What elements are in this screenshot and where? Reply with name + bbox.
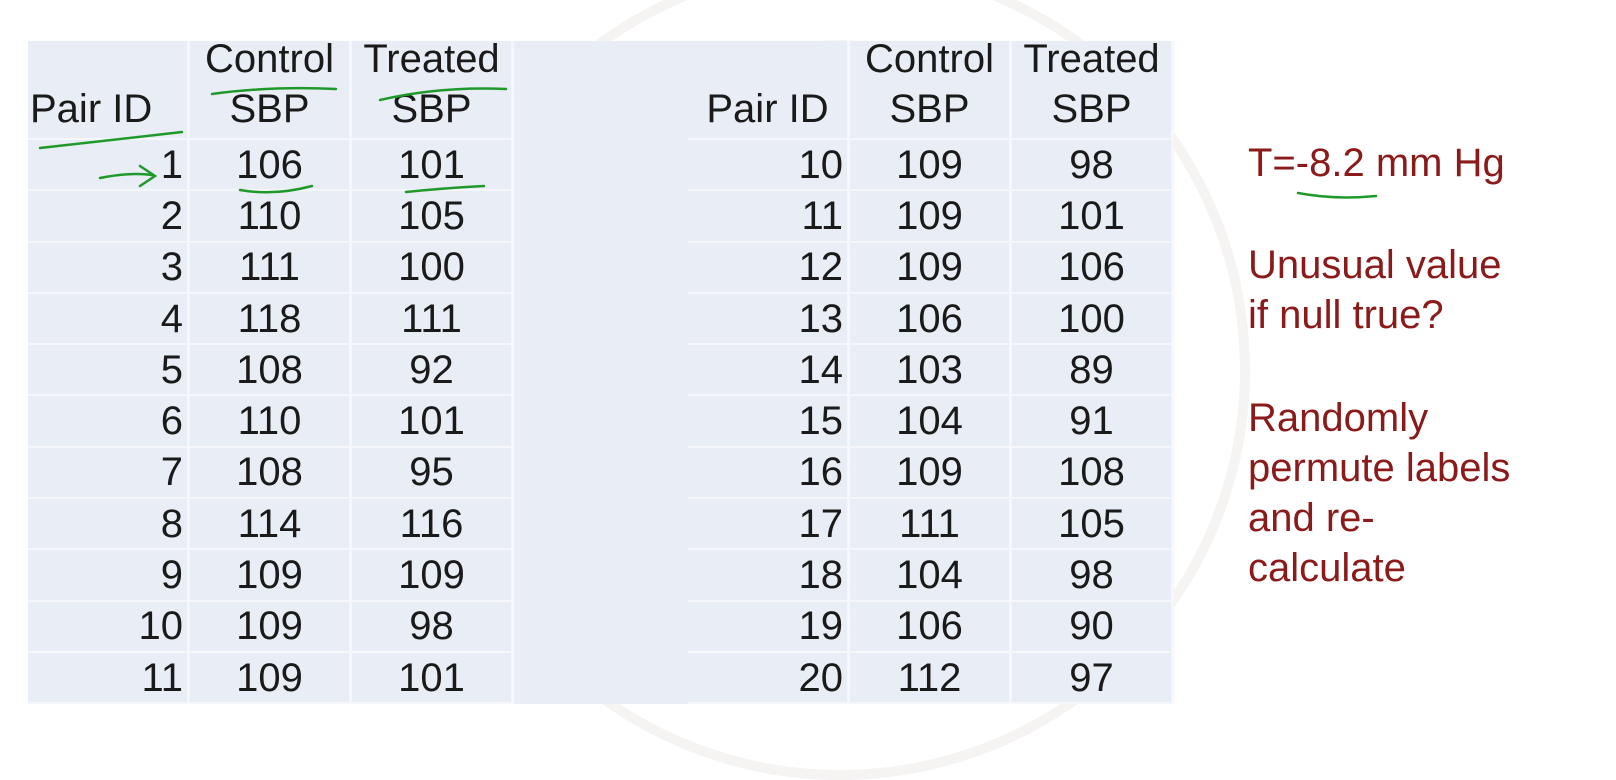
cell-treated-sbp: 108	[1012, 447, 1174, 500]
cell-pair-id: 19	[688, 601, 850, 653]
cell-treated-sbp: 98	[1012, 550, 1174, 602]
permute-note: Randomly permute labels and re- calculat…	[1248, 396, 1511, 590]
cell-control-sbp: 109	[190, 550, 352, 602]
cell-control-sbp: 106	[850, 293, 1012, 346]
cell-pair-id: 1	[28, 140, 190, 192]
table-left: Pair ID Control SBP Treated SBP 1 106 101 2 11…	[28, 37, 514, 705]
cell-pair-id: 14	[688, 345, 850, 397]
cell-pair-id: 4	[28, 293, 190, 346]
cell-control-sbp: 111	[190, 242, 352, 294]
cell-pair-id: 11	[688, 191, 850, 243]
cell-pair-id: 16	[688, 447, 850, 500]
cell-treated-sbp: 91	[1012, 396, 1174, 448]
cell-control-sbp: 104	[850, 396, 1012, 448]
cell-control-sbp: 109	[190, 601, 352, 653]
cell-control-sbp: 109	[850, 191, 1012, 243]
cell-treated-sbp: 98	[352, 601, 514, 653]
cell-pair-id: 8	[28, 499, 190, 551]
cell-pair-id: 17	[688, 499, 850, 551]
cell-control-sbp: 111	[850, 499, 1012, 551]
cell-pair-id: 18	[688, 550, 850, 602]
cell-treated-sbp: 111	[352, 293, 514, 346]
cell-pair-id: 12	[688, 242, 850, 294]
null-question-note: Unusual value if null true?	[1248, 243, 1502, 337]
cell-pair-id: 9	[28, 550, 190, 602]
header-pair-id: Pair ID	[28, 41, 190, 140]
cell-pair-id: 10	[688, 140, 850, 192]
cell-treated-sbp: 100	[1012, 293, 1174, 346]
cell-control-sbp: 110	[190, 191, 352, 243]
cell-control-sbp: 103	[850, 345, 1012, 397]
cell-treated-sbp: 109	[352, 550, 514, 602]
cell-treated-sbp: 116	[352, 499, 514, 551]
cell-pair-id: 5	[28, 345, 190, 397]
cell-control-sbp: 108	[190, 447, 352, 500]
t-statistic-note: T=-8.2 mm Hg	[1248, 141, 1505, 185]
cell-treated-sbp: 97	[1012, 652, 1174, 705]
cell-control-sbp: 110	[190, 396, 352, 448]
cell-pair-id: 7	[28, 447, 190, 500]
header-treated: Treated SBP	[1012, 37, 1174, 140]
cell-treated-sbp: 101	[352, 652, 514, 705]
cell-control-sbp: 108	[190, 345, 352, 397]
cell-pair-id: 11	[28, 652, 190, 705]
cell-control-sbp: 109	[190, 652, 352, 705]
cell-control-sbp: 104	[850, 550, 1012, 602]
cell-pair-id: 6	[28, 396, 190, 448]
cell-treated-sbp: 100	[352, 242, 514, 294]
cell-control-sbp: 109	[850, 140, 1012, 192]
cell-control-sbp: 112	[850, 652, 1012, 705]
cell-treated-sbp: 105	[352, 191, 514, 243]
underline-t-value	[1296, 191, 1378, 199]
cell-treated-sbp: 95	[352, 447, 514, 500]
header-control: Control SBP	[850, 37, 1012, 140]
cell-control-sbp: 106	[190, 140, 352, 192]
cell-treated-sbp: 101	[352, 140, 514, 192]
cell-control-sbp: 114	[190, 499, 352, 551]
cell-pair-id: 10	[28, 601, 190, 653]
table-gap	[514, 41, 688, 704]
cell-treated-sbp: 105	[1012, 499, 1174, 551]
cell-pair-id: 15	[688, 396, 850, 448]
cell-treated-sbp: 89	[1012, 345, 1174, 397]
cell-treated-sbp: 101	[352, 396, 514, 448]
header-pair-id: Pair ID	[688, 41, 850, 140]
cell-treated-sbp: 90	[1012, 601, 1174, 653]
cell-pair-id: 13	[688, 293, 850, 346]
cell-pair-id: 20	[688, 652, 850, 705]
cell-control-sbp: 109	[850, 242, 1012, 294]
cell-treated-sbp: 92	[352, 345, 514, 397]
cell-control-sbp: 118	[190, 293, 352, 346]
table-right: Pair ID Control SBP Treated SBP 10 109 98 11 1…	[688, 37, 1174, 705]
cell-control-sbp: 109	[850, 447, 1012, 500]
cell-treated-sbp: 101	[1012, 191, 1174, 243]
cell-pair-id: 2	[28, 191, 190, 243]
header-treated: Treated SBP	[352, 37, 514, 140]
cell-control-sbp: 106	[850, 601, 1012, 653]
cell-pair-id: 3	[28, 242, 190, 294]
cell-treated-sbp: 106	[1012, 242, 1174, 294]
header-control: Control SBP	[190, 37, 352, 140]
cell-treated-sbp: 98	[1012, 140, 1174, 192]
